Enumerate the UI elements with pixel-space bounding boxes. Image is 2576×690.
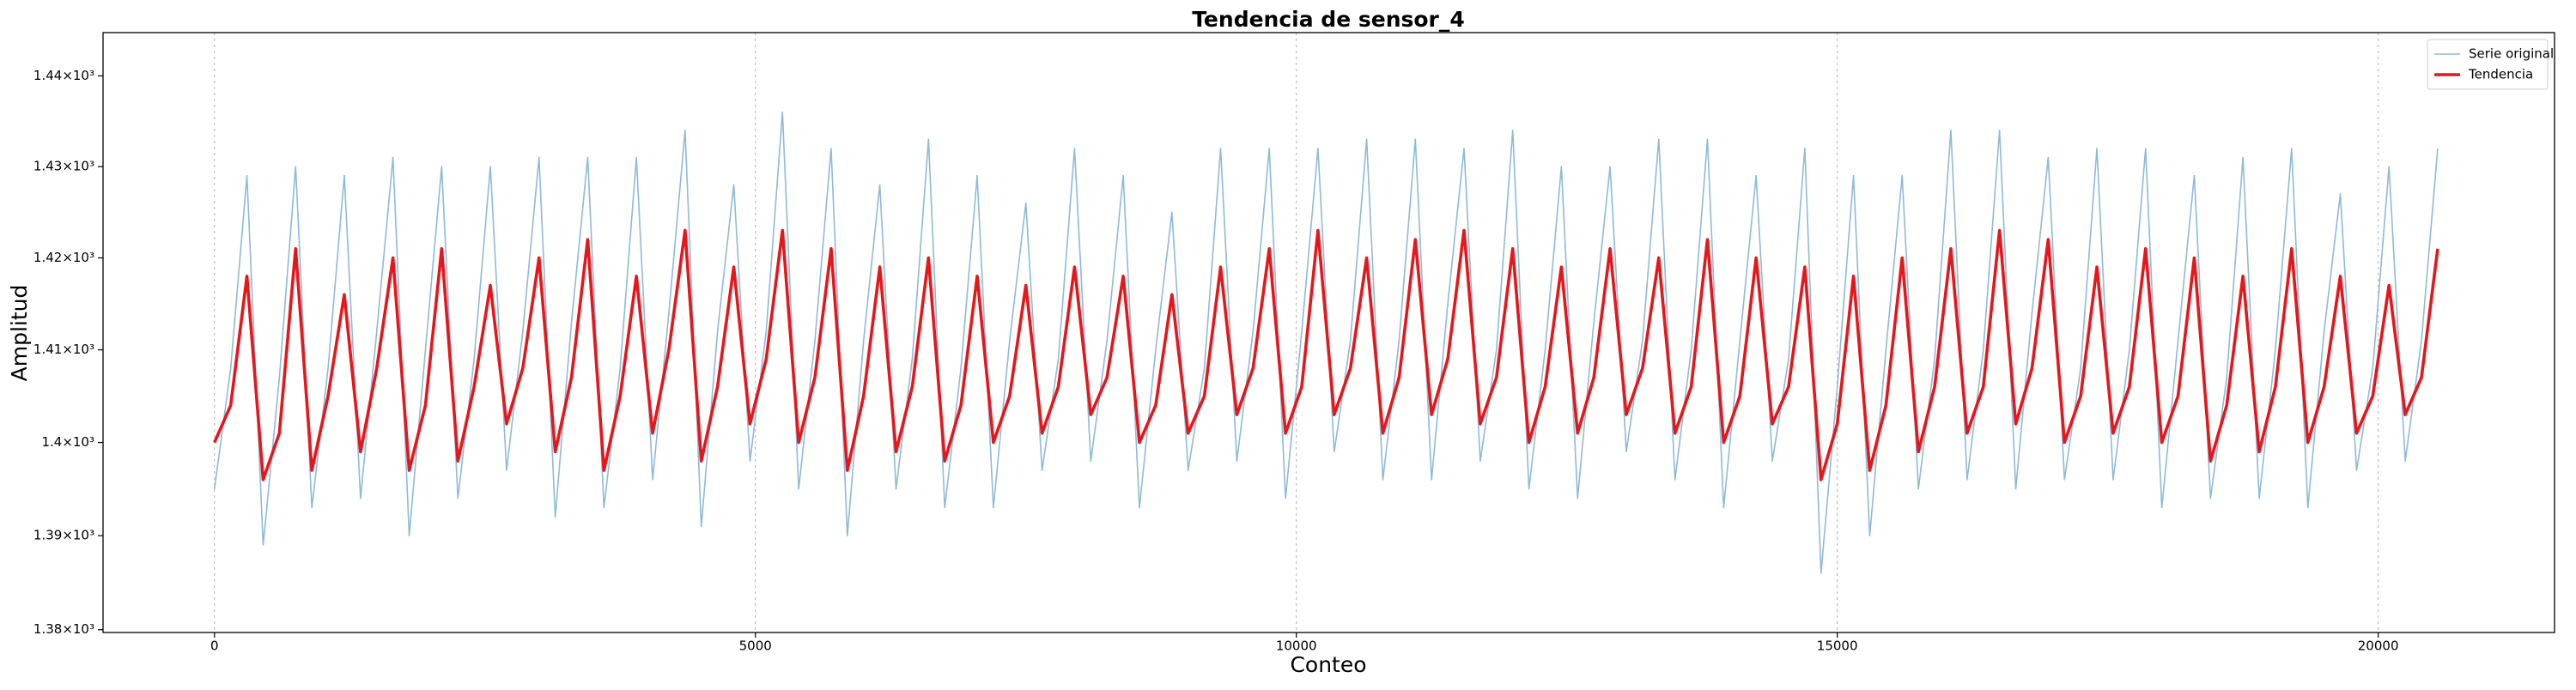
y-tick-label: 1.38×10³ xyxy=(33,621,94,637)
x-tick-label: 15000 xyxy=(1817,639,1858,654)
x-axis-label: Conteo xyxy=(1290,652,1366,677)
legend-label: Tendencia xyxy=(2468,67,2533,82)
x-tick-label: 0 xyxy=(210,639,219,654)
y-axis-label: Amplitud xyxy=(7,285,32,382)
series-line xyxy=(213,111,2439,574)
x-tick-label: 20000 xyxy=(2358,639,2399,654)
y-tick-label: 1.44×10³ xyxy=(33,68,94,83)
y-tick-label: 1.43×10³ xyxy=(33,159,94,174)
x-tick-label: 5000 xyxy=(739,639,772,654)
legend-box xyxy=(2427,39,2549,90)
y-tick-label: 1.41×10³ xyxy=(33,342,94,357)
y-tick-label: 1.42×10³ xyxy=(33,250,94,265)
legend-label: Serie original xyxy=(2469,46,2554,62)
series-line xyxy=(213,228,2439,481)
y-tick-label: 1.39×10³ xyxy=(33,528,94,543)
x-tick-label: 10000 xyxy=(1276,639,1317,654)
plot-frame xyxy=(102,32,2555,633)
chart-title: Tendencia de sensor_4 xyxy=(1192,7,1465,32)
y-tick-label: 1.4×10³ xyxy=(41,434,94,450)
